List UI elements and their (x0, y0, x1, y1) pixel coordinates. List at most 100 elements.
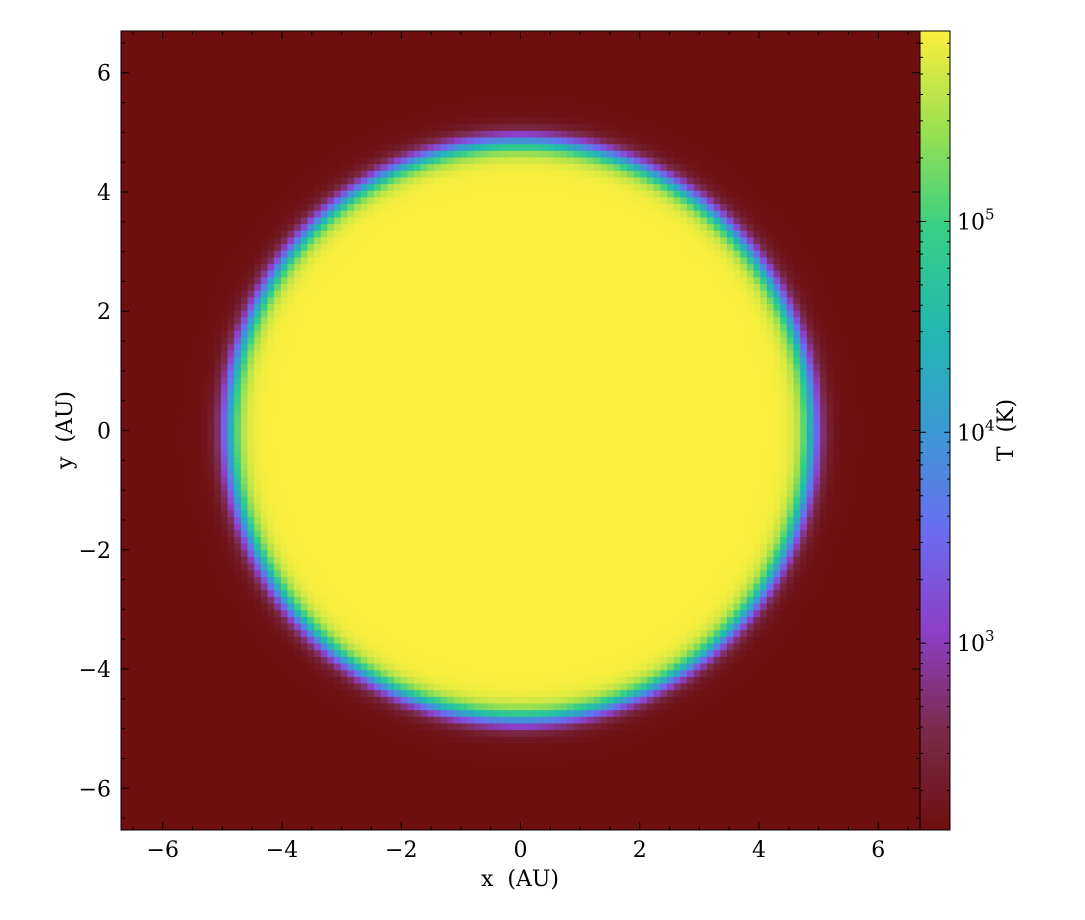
heatmap-cell (167, 237, 175, 245)
heatmap-cell (746, 104, 755, 112)
heatmap-cell (294, 144, 302, 152)
heatmap-cell (500, 277, 508, 285)
heatmap-cell (766, 90, 775, 99)
heatmap-cell (780, 97, 788, 105)
heatmap-cell (187, 277, 195, 285)
heatmap-cell (320, 104, 329, 112)
heatmap-cell (893, 84, 901, 92)
heatmap-cell (587, 277, 595, 285)
heatmap-cell (480, 50, 488, 59)
heatmap-cell (187, 290, 195, 298)
heatmap-cell (780, 210, 788, 219)
heatmap-cell (820, 190, 828, 199)
heatmap-cell (194, 64, 202, 72)
heatmap-cell (473, 250, 482, 258)
heatmap-cell (587, 210, 595, 219)
heatmap-cell (587, 44, 595, 52)
heatmap-cell (121, 284, 129, 292)
heatmap-cell (780, 84, 788, 92)
heatmap-cell (387, 50, 395, 59)
heatmap-cell (900, 170, 908, 179)
heatmap-cell (693, 197, 701, 205)
heatmap-cell (280, 297, 289, 305)
heatmap-cell (873, 257, 881, 265)
heatmap-cell (500, 31, 508, 39)
heatmap-cell (620, 117, 628, 125)
heatmap-cell (913, 264, 920, 272)
heatmap-cell (121, 250, 129, 258)
heatmap-cell (507, 50, 515, 59)
heatmap-cell (440, 237, 448, 245)
heatmap-cell (194, 157, 202, 165)
heatmap-cell (347, 230, 355, 239)
heatmap-cell (174, 104, 182, 112)
heatmap-cell (413, 150, 422, 159)
heatmap-cell (533, 144, 542, 152)
heatmap-cell (320, 303, 329, 312)
heatmap-cell (247, 130, 255, 139)
heatmap-cell (746, 230, 755, 239)
heatmap-cell (680, 150, 688, 159)
heatmap-cell (447, 150, 455, 159)
heatmap-cell (280, 37, 289, 45)
heatmap-cell (487, 77, 495, 85)
heatmap-cell (200, 137, 209, 145)
heatmap-cell (813, 230, 821, 239)
heatmap-cell (627, 44, 635, 52)
heatmap-cell (773, 270, 781, 278)
heatmap-cell (134, 284, 142, 292)
heatmap-cell (640, 197, 648, 205)
heatmap-cell (673, 57, 681, 65)
heatmap-cell (653, 70, 661, 79)
heatmap-cell (913, 210, 920, 219)
heatmap-cell (260, 124, 269, 132)
heatmap-cell (627, 237, 635, 245)
heatmap-cell (467, 177, 475, 185)
heatmap-cell (487, 70, 495, 79)
heatmap-cell (740, 284, 748, 292)
heatmap-cell (613, 31, 621, 39)
heatmap-cell (527, 270, 535, 278)
heatmap-cell (467, 104, 475, 112)
heatmap-cell (567, 190, 575, 199)
heatmap-cell (447, 104, 455, 112)
heatmap-cell (600, 144, 608, 152)
heatmap-cell (560, 197, 568, 205)
heatmap-cell (813, 224, 821, 232)
heatmap-cell (287, 297, 295, 305)
heatmap-cell (893, 57, 901, 65)
heatmap-cell (420, 44, 428, 52)
heatmap-cell (453, 210, 462, 219)
heatmap-cell (147, 70, 155, 79)
heatmap-cell (686, 70, 695, 79)
heatmap-cell (294, 184, 302, 192)
heatmap-cell (154, 130, 162, 139)
heatmap-cell (473, 197, 482, 205)
heatmap-cell (413, 70, 422, 79)
heatmap-cell (354, 230, 362, 239)
heatmap-cell (393, 284, 402, 292)
heatmap-cell (460, 97, 468, 105)
heatmap-cell (154, 150, 162, 159)
heatmap-cell (886, 31, 894, 39)
heatmap-cell (187, 137, 195, 145)
heatmap-cell (560, 224, 568, 232)
heatmap-cell (720, 84, 728, 92)
heatmap-cell (813, 57, 821, 65)
heatmap-cell (593, 64, 601, 72)
heatmap-cell (247, 230, 255, 239)
heatmap-cell (740, 250, 748, 258)
heatmap-cell (160, 64, 169, 72)
heatmap-cell (547, 224, 555, 232)
heatmap-cell (200, 150, 209, 159)
heatmap-cell (780, 290, 788, 298)
heatmap-cell (174, 117, 182, 125)
heatmap-cell (240, 210, 249, 219)
heatmap-cell (900, 284, 908, 292)
heatmap-cell (720, 150, 728, 159)
heatmap-cell (733, 284, 741, 292)
heatmap-cell (820, 144, 828, 152)
heatmap-cell (533, 244, 542, 252)
heatmap-cell (140, 177, 149, 185)
heatmap-cell (593, 164, 601, 172)
